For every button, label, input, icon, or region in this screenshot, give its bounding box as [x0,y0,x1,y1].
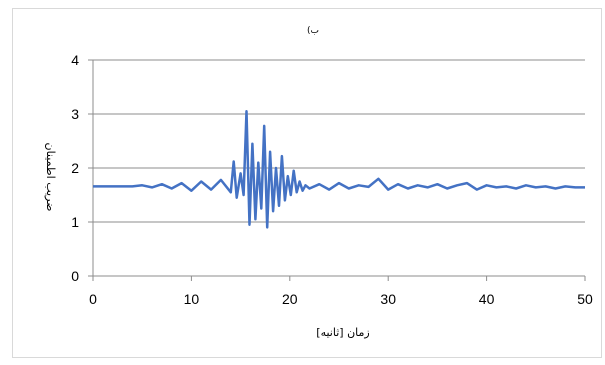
y-tick-label: 2 [71,160,79,176]
grid-layer [93,59,585,223]
series-line [93,110,585,229]
y-axis-title: ضریب اطمینان [44,142,57,211]
series-layer [93,110,585,229]
y-tick-label: 4 [71,52,79,68]
y-tick-label: 3 [71,106,79,122]
x-tick-label: 40 [479,291,495,307]
y-tick-label: 1 [71,214,79,230]
chart-frame: (ب 0 1 2 3 4 0 10 20 30 40 50 زمان [ثانیه] ضریب اط… [12,8,602,358]
x-tick-label: 20 [282,291,298,307]
x-axis-title: زمان [ثانیه] [316,326,369,339]
axis-layer [88,59,586,281]
x-tick-label: 50 [577,291,593,307]
x-tick-label: 30 [380,291,396,307]
x-tick-label: 0 [89,291,97,307]
x-tick-label: 10 [184,291,200,307]
y-tick-label: 0 [71,268,79,284]
chart-title: (ب [307,26,319,36]
